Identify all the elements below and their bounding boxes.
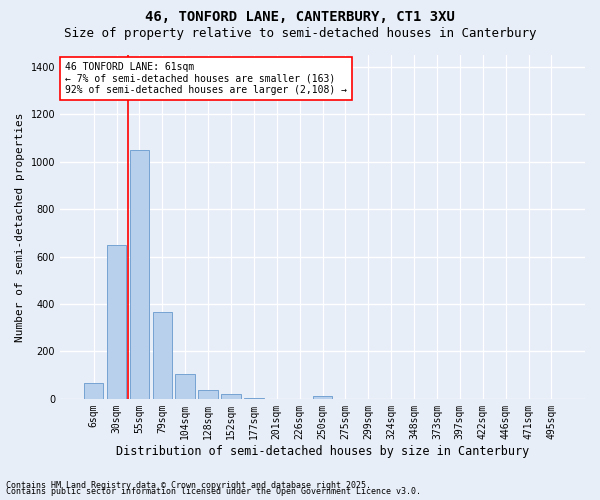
- Bar: [107, 244, 126, 399]
- Text: Contains HM Land Registry data © Crown copyright and database right 2025.: Contains HM Land Registry data © Crown c…: [6, 481, 371, 490]
- Text: Size of property relative to semi-detached houses in Canterbury: Size of property relative to semi-detach…: [64, 28, 536, 40]
- Bar: [84, 384, 103, 399]
- X-axis label: Distribution of semi-detached houses by size in Canterbury: Distribution of semi-detached houses by …: [116, 444, 529, 458]
- Bar: [244, 398, 263, 399]
- Bar: [152, 312, 172, 399]
- Bar: [199, 390, 218, 399]
- Text: Contains public sector information licensed under the Open Government Licence v3: Contains public sector information licen…: [6, 487, 421, 496]
- Bar: [130, 150, 149, 399]
- Bar: [175, 374, 195, 399]
- Bar: [313, 396, 332, 399]
- Text: 46 TONFORD LANE: 61sqm
← 7% of semi-detached houses are smaller (163)
92% of sem: 46 TONFORD LANE: 61sqm ← 7% of semi-deta…: [65, 62, 347, 95]
- Text: 46, TONFORD LANE, CANTERBURY, CT1 3XU: 46, TONFORD LANE, CANTERBURY, CT1 3XU: [145, 10, 455, 24]
- Bar: [221, 394, 241, 399]
- Y-axis label: Number of semi-detached properties: Number of semi-detached properties: [15, 112, 25, 342]
